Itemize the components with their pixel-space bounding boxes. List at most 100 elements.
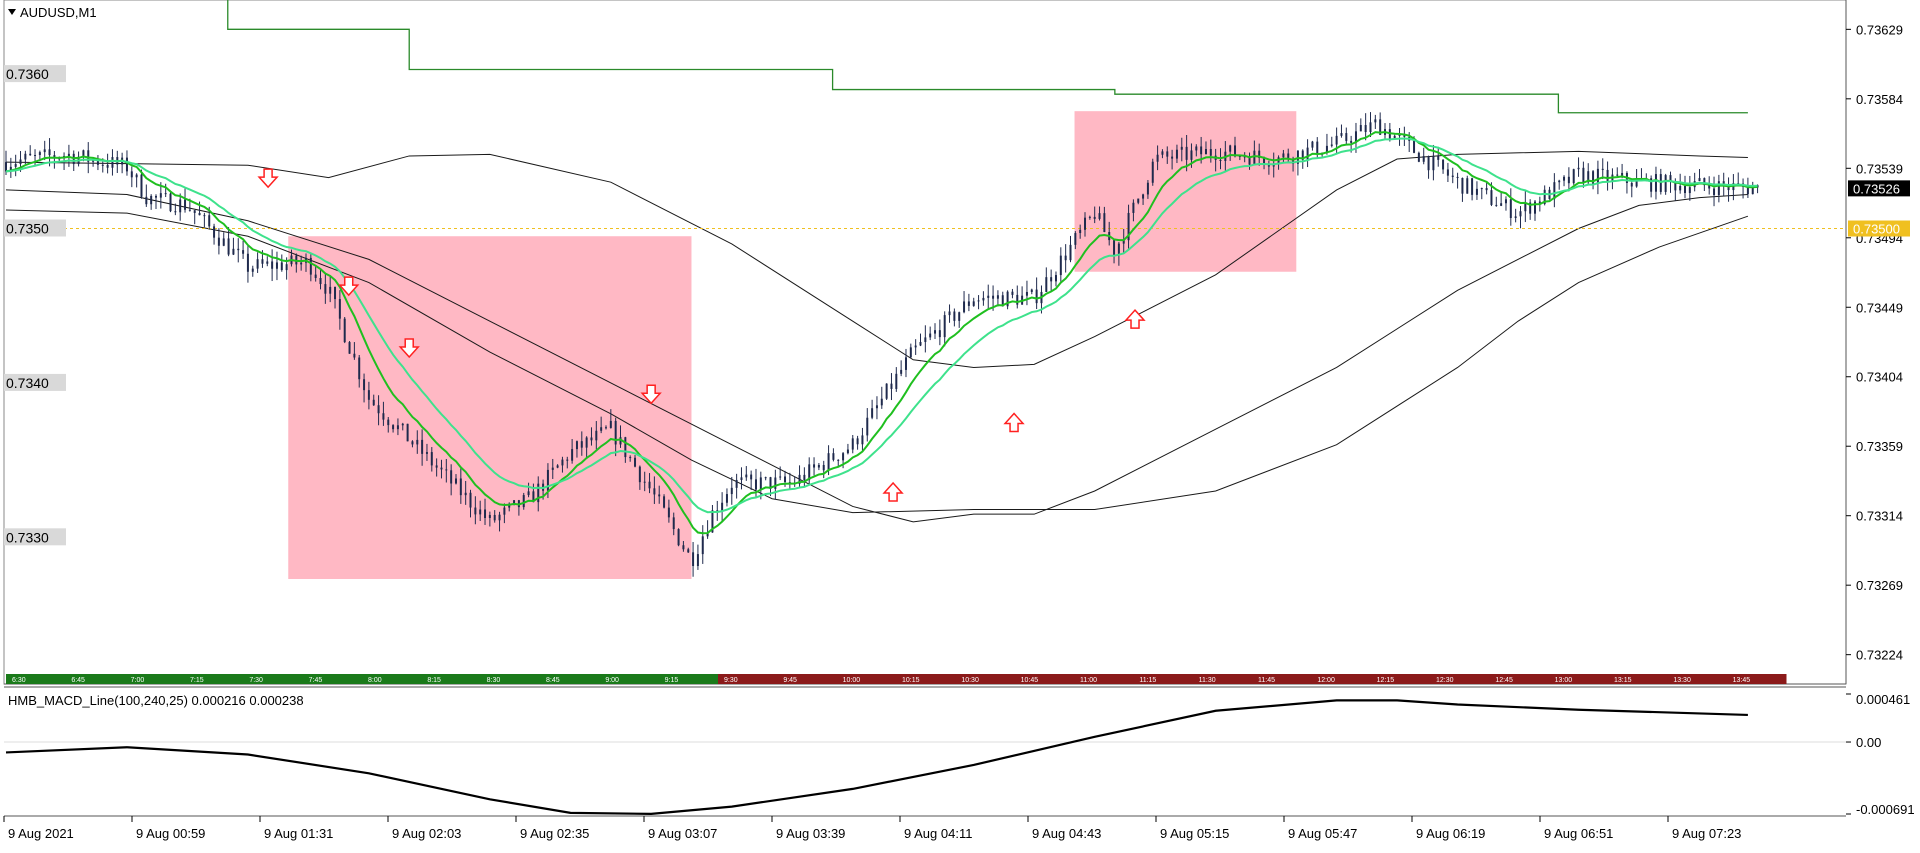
candle-body bbox=[159, 193, 162, 198]
candle-body bbox=[1466, 178, 1469, 194]
candle-body bbox=[435, 465, 438, 468]
candle-body bbox=[227, 238, 230, 255]
candle-body bbox=[745, 474, 748, 478]
candle-body bbox=[1330, 144, 1333, 146]
candle-body bbox=[643, 481, 646, 483]
candle-body bbox=[1524, 202, 1527, 212]
symbol-menu-icon[interactable] bbox=[8, 9, 16, 15]
candle-body bbox=[875, 405, 878, 409]
candle-body bbox=[1093, 216, 1096, 219]
candle-body bbox=[682, 545, 685, 550]
candle-body bbox=[1137, 198, 1140, 203]
candle-body bbox=[808, 464, 811, 481]
candle-body bbox=[329, 286, 332, 294]
session-time-label: 8:45 bbox=[546, 677, 560, 684]
candle-body bbox=[179, 199, 182, 213]
session-time-label: 13:15 bbox=[1614, 677, 1632, 684]
candlesticks bbox=[5, 112, 1759, 577]
candle-body bbox=[595, 430, 598, 441]
macd-tick-label: -0.000691 bbox=[1856, 802, 1915, 817]
candle-body bbox=[619, 437, 622, 445]
candle-body bbox=[914, 345, 917, 348]
candle-body bbox=[590, 437, 593, 441]
candle-body bbox=[174, 211, 177, 213]
candle-body bbox=[1650, 178, 1653, 192]
candle-body bbox=[358, 357, 361, 380]
candle-body bbox=[1417, 152, 1420, 162]
candle-body bbox=[111, 157, 114, 168]
candle-body bbox=[953, 311, 956, 321]
price-tick-label: 0.73359 bbox=[1856, 439, 1903, 454]
candle-body bbox=[1572, 169, 1575, 184]
candle-body bbox=[145, 196, 148, 205]
candle-body bbox=[1200, 146, 1203, 155]
time-tick-label: 9 Aug 05:47 bbox=[1288, 826, 1357, 841]
candle-body bbox=[454, 478, 457, 484]
candle-body bbox=[1369, 122, 1372, 133]
session-segment bbox=[1548, 674, 1609, 684]
candle-body bbox=[440, 467, 443, 470]
session-time-label: 12:30 bbox=[1436, 677, 1454, 684]
candle-body bbox=[1398, 134, 1401, 136]
candle-body bbox=[1069, 244, 1072, 261]
level-label-bg bbox=[4, 219, 66, 237]
candle-body bbox=[779, 476, 782, 478]
candle-body bbox=[735, 479, 738, 488]
candle-body bbox=[764, 477, 767, 479]
candle-body bbox=[396, 425, 399, 430]
candle-body bbox=[706, 532, 709, 537]
candle-body bbox=[1567, 176, 1570, 184]
candle-body bbox=[532, 491, 535, 503]
candle-body bbox=[29, 153, 32, 156]
candle-body bbox=[217, 237, 220, 246]
price-tick-label: 0.73539 bbox=[1856, 161, 1903, 176]
candle-body bbox=[338, 299, 341, 319]
candle-body bbox=[1514, 216, 1517, 219]
candle-body bbox=[561, 459, 564, 466]
candle-body bbox=[1717, 181, 1720, 196]
candle-body bbox=[469, 492, 472, 508]
time-tick-label: 9 Aug 01:31 bbox=[264, 826, 333, 841]
candle-body bbox=[1219, 159, 1222, 161]
candle-body bbox=[53, 155, 56, 159]
candle-body bbox=[977, 300, 980, 302]
candle-body bbox=[667, 507, 670, 518]
candle-body bbox=[416, 439, 419, 445]
candle-body bbox=[687, 549, 690, 553]
candle-body bbox=[721, 502, 724, 512]
current-price-tag: 0.73526 bbox=[1848, 180, 1910, 197]
candle-body bbox=[19, 159, 22, 165]
hline-price-label: 0.73500 bbox=[1853, 222, 1900, 237]
candle-body bbox=[1654, 174, 1657, 192]
candle-body bbox=[348, 342, 351, 354]
level-label: 0.7350 bbox=[6, 221, 49, 237]
candle-body bbox=[1509, 199, 1512, 219]
candle-body bbox=[1413, 140, 1416, 153]
candle-body bbox=[1490, 190, 1493, 205]
candle-body bbox=[503, 507, 506, 515]
candle-body bbox=[48, 149, 51, 156]
candle-body bbox=[1558, 180, 1561, 183]
candle-body bbox=[1534, 201, 1537, 214]
candle-body bbox=[919, 341, 922, 346]
candle-body bbox=[774, 477, 777, 489]
candle-body bbox=[672, 517, 675, 530]
candle-body bbox=[653, 488, 656, 495]
candle-body bbox=[1480, 188, 1483, 190]
candle-body bbox=[101, 164, 104, 166]
candle-body bbox=[987, 295, 990, 298]
candle-body bbox=[1117, 243, 1120, 256]
candle-body bbox=[929, 333, 932, 338]
candle-body bbox=[982, 297, 985, 301]
candle-body bbox=[817, 464, 820, 468]
candle-body bbox=[1316, 141, 1319, 155]
candle-body bbox=[609, 420, 612, 428]
candle-body bbox=[1059, 255, 1062, 276]
candle-body bbox=[638, 466, 641, 483]
candle-body bbox=[1050, 277, 1053, 282]
session-segment bbox=[480, 674, 541, 684]
candle-body bbox=[493, 514, 496, 521]
sell-arrow-icon bbox=[338, 276, 360, 297]
